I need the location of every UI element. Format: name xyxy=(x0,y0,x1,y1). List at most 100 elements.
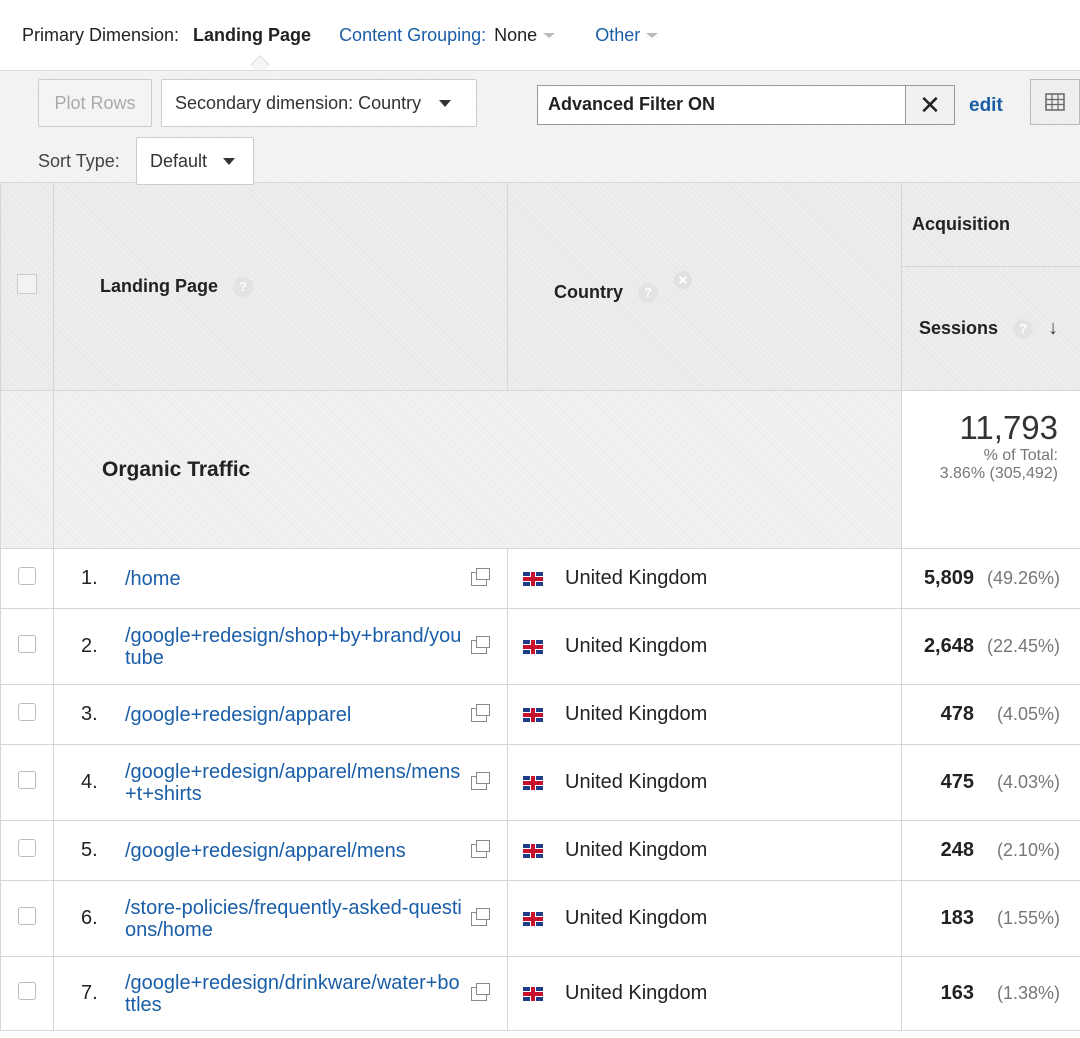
uk-flag-icon xyxy=(523,571,543,586)
landing-page-header[interactable]: Landing Page ? xyxy=(53,182,508,391)
sessions-value: 183 xyxy=(940,907,974,929)
close-icon: ✕ xyxy=(919,89,941,120)
country-name[interactable]: United Kingdom xyxy=(565,703,708,725)
secondary-dimension-dropdown[interactable]: Secondary dimension: Country xyxy=(161,79,477,127)
open-page-icon[interactable] xyxy=(471,771,490,790)
row-checkbox[interactable] xyxy=(18,770,36,789)
landing-page-link[interactable]: /store-policies/frequently-asked-questio… xyxy=(125,896,462,941)
country-cell: United Kingdom xyxy=(507,744,902,821)
sessions-pct: (1.55%) xyxy=(996,908,1060,928)
sessions-cell: 163 (1.38%) xyxy=(901,956,1080,1031)
acquisition-group-header: Acquisition xyxy=(901,182,1080,267)
country-name[interactable]: United Kingdom xyxy=(565,982,708,1004)
help-icon[interactable]: ? xyxy=(1013,319,1034,340)
row-checkbox[interactable] xyxy=(18,634,36,653)
landing-page-link[interactable]: /google+redesign/apparel/mens xyxy=(125,839,406,862)
sessions-header[interactable]: Sessions ? ↓ xyxy=(901,266,1080,391)
row-checkbox[interactable] xyxy=(18,702,36,721)
landing-page-header-label: Landing Page xyxy=(100,275,219,296)
landing-page-link[interactable]: /google+redesign/apparel xyxy=(125,703,352,726)
row-checkbox-cell xyxy=(0,744,54,821)
sessions-cell: 478 (4.05%) xyxy=(901,684,1080,745)
open-page-icon[interactable] xyxy=(471,635,490,654)
row-rank: 3. xyxy=(81,703,98,726)
clear-filter-button[interactable]: ✕ xyxy=(905,85,955,125)
content-grouping-label[interactable]: Content Grouping: xyxy=(339,24,487,45)
sort-type-value: Default xyxy=(150,150,208,171)
sessions-pct: (1.38%) xyxy=(996,983,1060,1003)
edit-filter-link[interactable]: edit xyxy=(969,95,1003,116)
country-cell: United Kingdom xyxy=(507,880,902,957)
row-checkbox-cell xyxy=(0,820,54,881)
sessions-pct: (49.26%) xyxy=(986,568,1060,588)
row-rank: 4. xyxy=(81,771,98,793)
country-name[interactable]: United Kingdom xyxy=(565,771,708,793)
primary-dimension-bar: Primary Dimension: Landing Page Content … xyxy=(0,0,1080,75)
total-pct-value: 3.86% (305,492) xyxy=(939,465,1058,482)
report-toolbar: Plot Rows Secondary dimension: Country A… xyxy=(0,70,1080,185)
sessions-value: 248 xyxy=(940,839,974,861)
sort-type-dropdown[interactable]: Default xyxy=(136,137,254,185)
content-grouping-value[interactable]: None xyxy=(494,24,538,45)
landing-page-link[interactable]: /google+redesign/shop+by+brand/youtube xyxy=(125,624,462,669)
country-cell: United Kingdom xyxy=(507,608,902,685)
open-page-icon[interactable] xyxy=(471,839,490,858)
table-row: 3. /google+redesign/apparel United Kingdo… xyxy=(0,684,1080,745)
country-name[interactable]: United Kingdom xyxy=(565,907,708,929)
landing-page-cell: 6. /store-policies/frequently-asked-quest… xyxy=(53,880,508,957)
select-all-checkbox[interactable] xyxy=(17,274,37,294)
row-checkbox[interactable] xyxy=(18,566,36,585)
sessions-pct: (2.10%) xyxy=(996,840,1060,860)
table-view-button[interactable] xyxy=(1030,79,1080,125)
table-row: 5. /google+redesign/apparel/mens United K… xyxy=(0,820,1080,881)
landing-page-link[interactable]: /home xyxy=(125,567,181,590)
row-checkbox[interactable] xyxy=(18,838,36,857)
row-rank: 7. xyxy=(81,982,98,1004)
content-grouping-chevron-down-icon[interactable] xyxy=(543,32,556,38)
plot-rows-button[interactable]: Plot Rows xyxy=(38,79,152,127)
sessions-pct: (22.45%) xyxy=(986,636,1060,656)
open-page-icon[interactable] xyxy=(471,567,490,586)
advanced-filter-field[interactable]: Advanced Filter ON xyxy=(537,85,906,125)
help-icon[interactable]: ? xyxy=(233,277,254,298)
report-table: Landing Page ? Country ? Acquisition Ses… xyxy=(0,182,1080,1031)
country-header[interactable]: Country ? xyxy=(507,182,902,391)
row-checkbox[interactable] xyxy=(18,906,36,925)
other-chevron-down-icon[interactable] xyxy=(646,32,659,38)
help-icon[interactable]: ? xyxy=(638,283,659,304)
table-row: 6. /store-policies/frequently-asked-quest… xyxy=(0,880,1080,957)
total-row-label: Organic Traffic xyxy=(53,390,902,549)
total-row: Organic Traffic 11,793 % of Total: 3.86%… xyxy=(0,390,1080,549)
country-name[interactable]: United Kingdom xyxy=(565,839,708,861)
row-checkbox-cell xyxy=(0,548,54,609)
open-page-icon[interactable] xyxy=(471,982,490,1001)
primary-dimension-landing-page[interactable]: Landing Page xyxy=(193,24,312,45)
other-dimension-menu[interactable]: Other xyxy=(595,24,641,45)
row-checkbox[interactable] xyxy=(18,981,36,1000)
sessions-value: 5,809 xyxy=(923,567,974,589)
landing-page-link[interactable]: /google+redesign/apparel/mens/mens+t+shi… xyxy=(125,760,461,805)
uk-flag-icon xyxy=(523,775,543,790)
row-checkbox-cell xyxy=(0,684,54,745)
landing-page-cell: 5. /google+redesign/apparel/mens xyxy=(53,820,508,881)
country-name[interactable]: United Kingdom xyxy=(565,567,708,589)
total-pct-label: % of Total: xyxy=(983,447,1058,464)
sessions-pct: (4.03%) xyxy=(996,772,1060,792)
grid-icon xyxy=(1045,93,1065,111)
landing-page-cell: 7. /google+redesign/drinkware/water+bottl… xyxy=(53,956,508,1031)
select-all-cell xyxy=(0,182,54,391)
uk-flag-icon xyxy=(523,843,543,858)
sessions-cell: 183 (1.55%) xyxy=(901,880,1080,957)
open-page-icon[interactable] xyxy=(471,703,490,722)
row-rank: 2. xyxy=(81,635,98,657)
landing-page-link[interactable]: /google+redesign/drinkware/water+bottles xyxy=(125,971,460,1016)
country-name[interactable]: United Kingdom xyxy=(565,635,708,657)
table-row: 1. /home United Kingdom 5,809 (49.26%) xyxy=(0,548,1080,609)
remove-dimension-icon[interactable] xyxy=(673,270,693,290)
sessions-value: 478 xyxy=(940,703,974,725)
table-row: 4. /google+redesign/apparel/mens/mens+t+s… xyxy=(0,744,1080,821)
open-page-icon[interactable] xyxy=(471,907,490,926)
total-row-spacer xyxy=(0,390,54,549)
sort-descending-icon[interactable]: ↓ xyxy=(1048,317,1059,339)
uk-flag-icon xyxy=(523,639,543,654)
